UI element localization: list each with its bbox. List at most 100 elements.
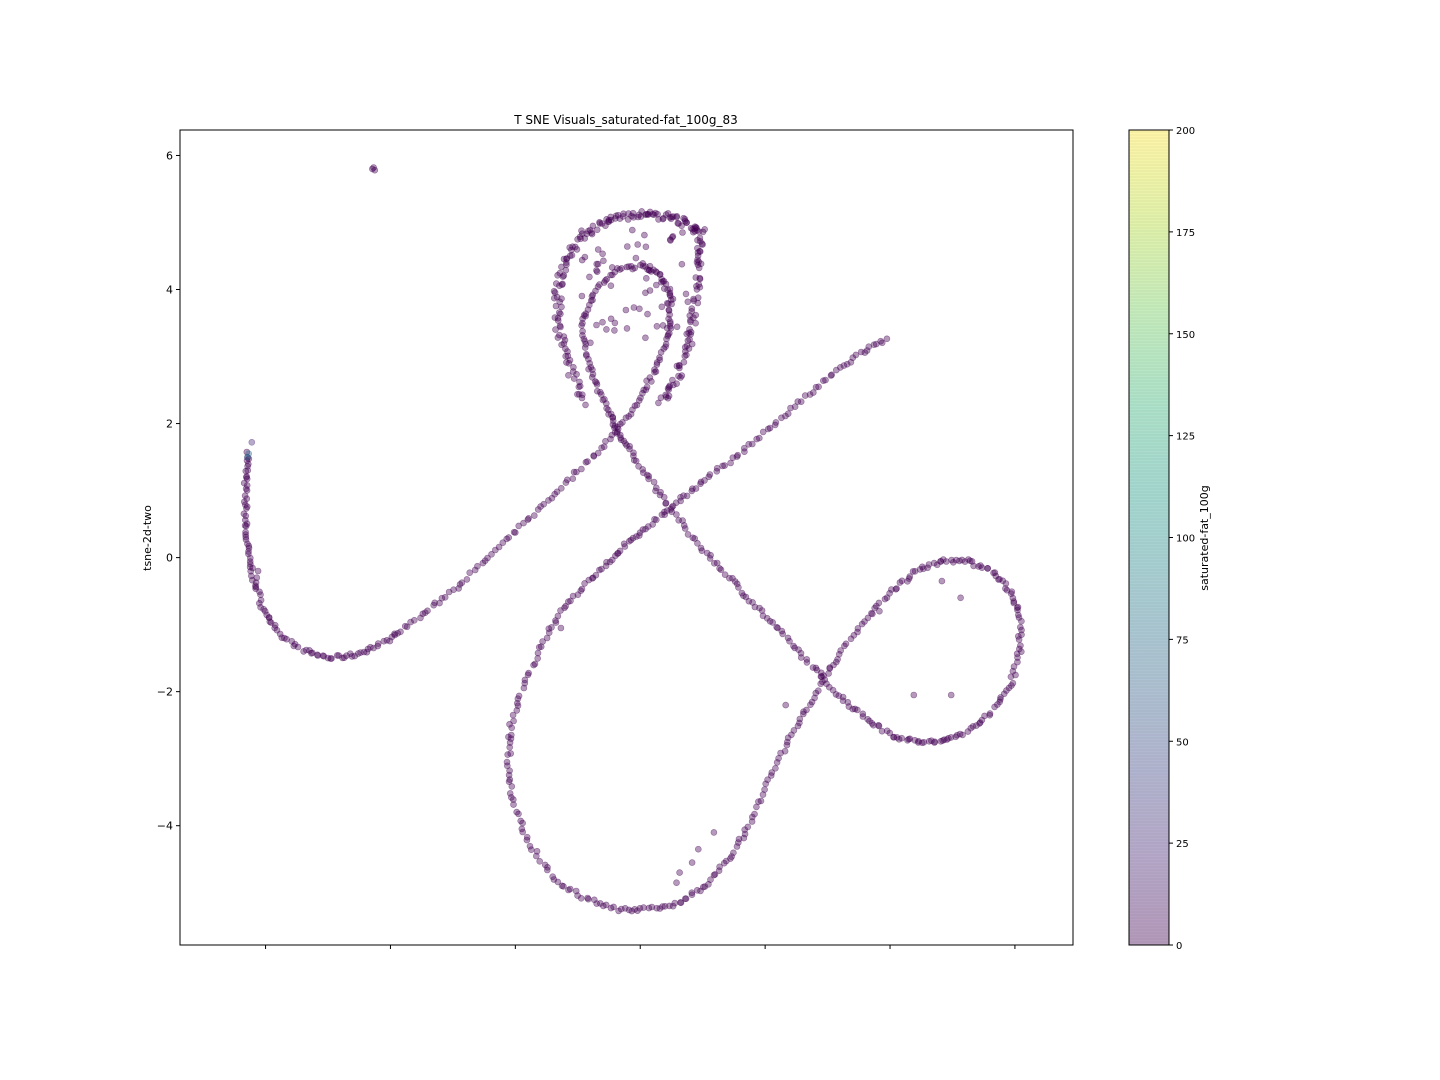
data-point bbox=[615, 907, 622, 915]
data-point bbox=[948, 556, 955, 564]
data-point bbox=[569, 475, 577, 483]
data-point bbox=[589, 366, 596, 374]
data-point bbox=[668, 300, 675, 308]
data-point bbox=[526, 842, 534, 850]
data-point bbox=[324, 654, 332, 662]
data-point bbox=[593, 260, 601, 268]
data-point bbox=[970, 562, 977, 570]
data-point bbox=[602, 277, 609, 284]
data-point bbox=[845, 703, 853, 710]
data-point bbox=[828, 371, 836, 379]
data-point bbox=[248, 438, 256, 446]
data-point bbox=[651, 368, 658, 376]
data-point bbox=[582, 310, 590, 318]
data-point bbox=[617, 436, 625, 444]
data-point bbox=[947, 691, 955, 699]
data-point bbox=[593, 381, 601, 388]
data-point bbox=[613, 429, 621, 437]
data-point bbox=[893, 585, 900, 592]
data-point bbox=[906, 573, 914, 580]
data-point bbox=[605, 216, 613, 224]
data-point bbox=[943, 736, 951, 743]
data-point bbox=[584, 895, 592, 903]
data-point bbox=[915, 737, 922, 745]
data-point bbox=[694, 256, 701, 264]
data-point bbox=[646, 374, 654, 381]
data-point bbox=[608, 271, 616, 279]
data-point bbox=[578, 230, 586, 237]
data-point bbox=[823, 680, 830, 688]
data-point bbox=[666, 289, 674, 297]
data-point bbox=[825, 683, 833, 691]
data-point bbox=[694, 252, 702, 260]
data-point bbox=[614, 423, 621, 431]
data-point bbox=[928, 737, 935, 745]
data-point bbox=[759, 612, 767, 620]
data-point bbox=[577, 587, 585, 595]
data-point bbox=[556, 282, 563, 290]
data-point bbox=[656, 905, 664, 912]
data-point bbox=[632, 254, 640, 262]
data-point bbox=[596, 220, 604, 227]
data-point bbox=[306, 647, 313, 654]
data-point bbox=[642, 386, 650, 394]
data-point bbox=[645, 904, 653, 912]
data-point bbox=[589, 222, 597, 230]
data-point bbox=[371, 166, 379, 174]
data-point bbox=[995, 576, 1002, 583]
data-point bbox=[680, 358, 688, 366]
data-point bbox=[681, 352, 689, 360]
data-point bbox=[592, 287, 599, 295]
data-point bbox=[738, 589, 746, 597]
data-point bbox=[638, 208, 646, 215]
data-point bbox=[505, 733, 512, 741]
data-point bbox=[688, 305, 696, 312]
data-point bbox=[849, 354, 857, 362]
data-point bbox=[801, 392, 809, 399]
data-point bbox=[631, 264, 639, 272]
data-point bbox=[403, 623, 411, 631]
data-point bbox=[664, 331, 672, 338]
data-point bbox=[589, 296, 596, 304]
data-point bbox=[507, 731, 515, 739]
data-point bbox=[778, 414, 785, 422]
data-point bbox=[764, 425, 772, 433]
data-point bbox=[797, 654, 805, 661]
data-point bbox=[652, 487, 659, 495]
data-point bbox=[1015, 636, 1023, 643]
data-point bbox=[958, 556, 966, 564]
data-point bbox=[1018, 626, 1025, 634]
data-point bbox=[245, 450, 252, 458]
data-point bbox=[733, 580, 741, 588]
data-point bbox=[532, 852, 540, 860]
data-point bbox=[659, 322, 667, 329]
data-point bbox=[578, 322, 585, 329]
data-point bbox=[339, 654, 346, 662]
data-point bbox=[660, 277, 668, 285]
data-point bbox=[1014, 658, 1021, 666]
data-point bbox=[847, 358, 855, 366]
data-point bbox=[872, 602, 880, 610]
data-point bbox=[656, 354, 663, 361]
data-point bbox=[569, 368, 577, 375]
data-point bbox=[641, 231, 648, 239]
data-point bbox=[676, 362, 683, 370]
data-point bbox=[243, 457, 251, 464]
data-point bbox=[896, 579, 904, 586]
data-point bbox=[694, 249, 702, 256]
data-point bbox=[590, 452, 598, 459]
data-point bbox=[401, 622, 409, 630]
data-point bbox=[523, 833, 531, 841]
data-point bbox=[253, 574, 261, 582]
data-point bbox=[666, 236, 674, 243]
data-point bbox=[666, 382, 674, 390]
data-point bbox=[328, 655, 335, 662]
data-point bbox=[603, 275, 611, 283]
data-point bbox=[596, 566, 603, 574]
data-point bbox=[242, 512, 250, 520]
data-point bbox=[271, 621, 279, 629]
data-point bbox=[679, 229, 686, 236]
data-point bbox=[673, 511, 680, 518]
data-point bbox=[695, 258, 703, 266]
data-point bbox=[786, 637, 793, 645]
